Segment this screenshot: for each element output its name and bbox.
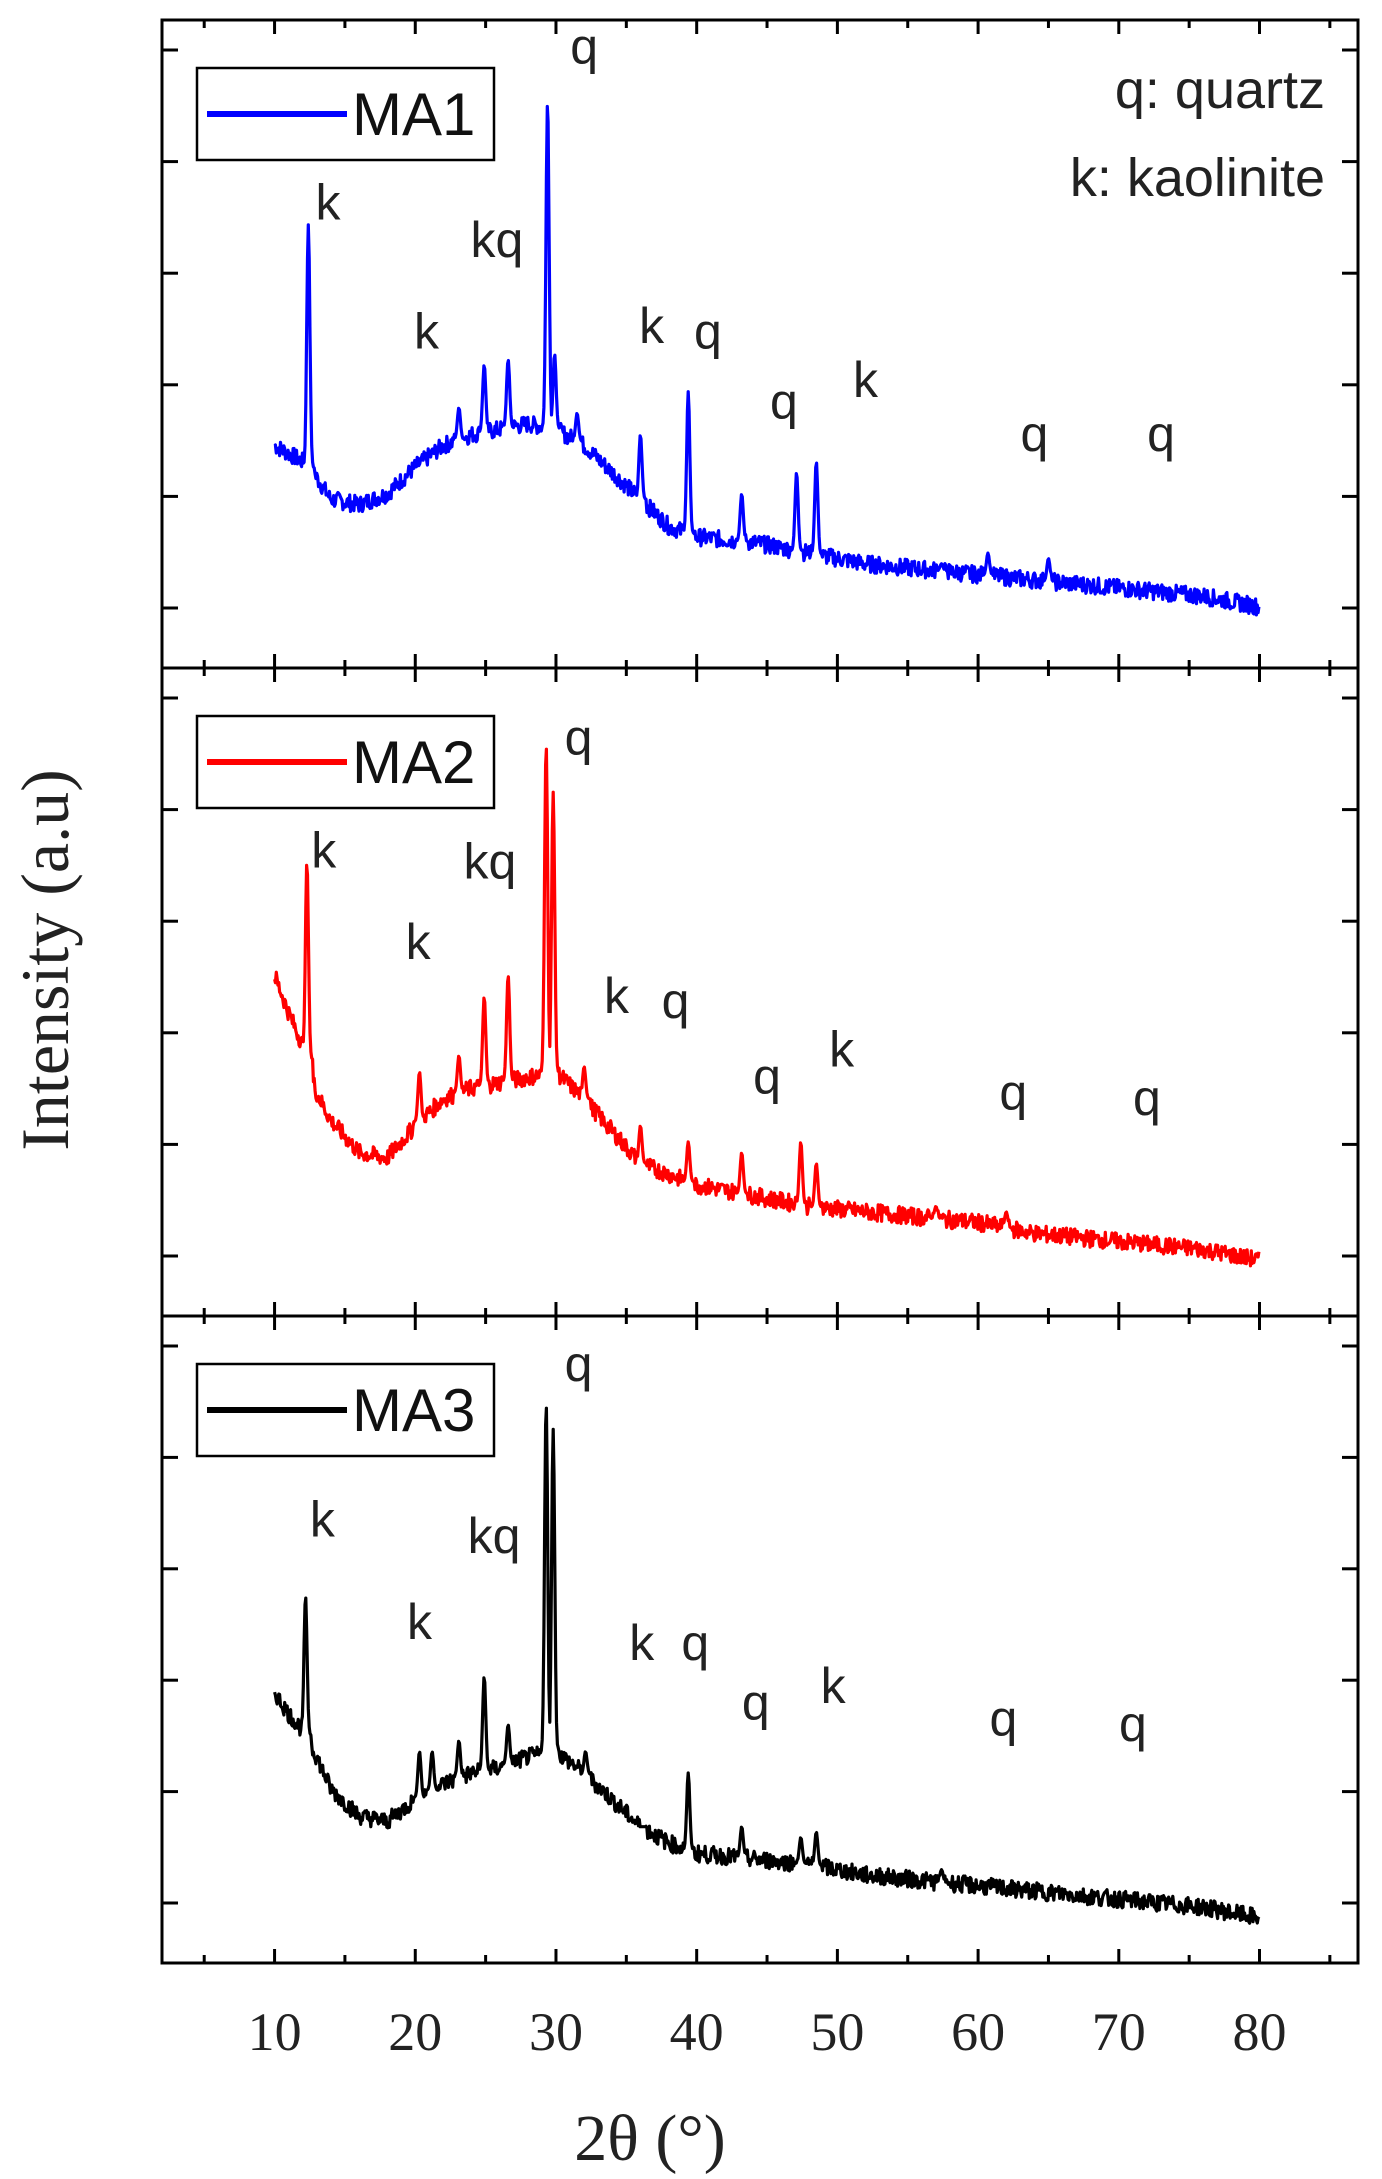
series-line-ma3	[273, 1406, 1261, 1925]
peak-label: q	[565, 1336, 593, 1392]
series-line-ma2	[273, 747, 1261, 1268]
peak-label: q	[1133, 1070, 1161, 1126]
peak-label: k	[316, 175, 342, 231]
panel-frame	[160, 1314, 1360, 1965]
peak-label: q	[662, 973, 690, 1029]
peak-label: kq	[470, 212, 523, 268]
peak-label: kq	[463, 833, 516, 889]
legend-ma1: MA1	[195, 66, 496, 162]
phase-key: q: quartz k: kaolinite	[1070, 60, 1325, 208]
peak-label: k	[406, 914, 432, 970]
legend-label: MA3	[352, 1377, 475, 1444]
peak-label: q	[999, 1065, 1027, 1121]
peak-label: q	[742, 1674, 770, 1730]
x-tick-label: 20	[388, 2002, 442, 2062]
x-tick-label: 60	[951, 2002, 1005, 2062]
legend-ma2: MA2	[195, 714, 496, 810]
legend-label: MA2	[352, 729, 475, 796]
peak-label: kq	[468, 1508, 521, 1564]
legend-ma3: MA3	[195, 1362, 496, 1458]
peak-label: k	[829, 1022, 855, 1078]
peak-label: k	[407, 1594, 433, 1650]
peak-label: q	[570, 18, 598, 74]
peak-label: k	[639, 298, 665, 354]
peak-label: k	[853, 352, 879, 408]
peak-label: q	[770, 374, 798, 430]
x-tick-label: 40	[670, 2002, 724, 2062]
peak-label: q	[1020, 406, 1048, 462]
peak-label: k	[310, 1492, 336, 1548]
peak-label: q	[1147, 406, 1175, 462]
peak-label: q	[565, 710, 593, 766]
x-tick-label: 50	[810, 2002, 864, 2062]
peak-label: k	[821, 1658, 847, 1714]
key-quartz: q: quartz	[1115, 60, 1325, 120]
x-axis-label: 2θ (°)	[574, 2102, 725, 2175]
x-tick-label: 10	[248, 2002, 302, 2062]
x-tick-label: 30	[529, 2002, 583, 2062]
peak-label: q	[990, 1690, 1018, 1746]
x-tick-label: 80	[1233, 2002, 1287, 2062]
peak-label: q	[753, 1048, 781, 1104]
peak-label: k	[629, 1615, 655, 1671]
peak-label: k	[311, 823, 337, 879]
x-tick-label: 70	[1092, 2002, 1146, 2062]
peak-label: k	[414, 304, 440, 360]
key-kaolinite: k: kaolinite	[1070, 148, 1325, 208]
x-axis: 10 20 30 40 50 60 70 80	[248, 2002, 1287, 2062]
peak-label: q	[681, 1615, 709, 1671]
series-line-ma1	[273, 104, 1261, 617]
legend-label: MA1	[352, 81, 475, 148]
peak-label: q	[1119, 1696, 1147, 1752]
peak-label: q	[694, 304, 722, 360]
y-axis-label: Intensity (a.u)	[7, 769, 83, 1150]
peak-label: k	[604, 968, 630, 1024]
